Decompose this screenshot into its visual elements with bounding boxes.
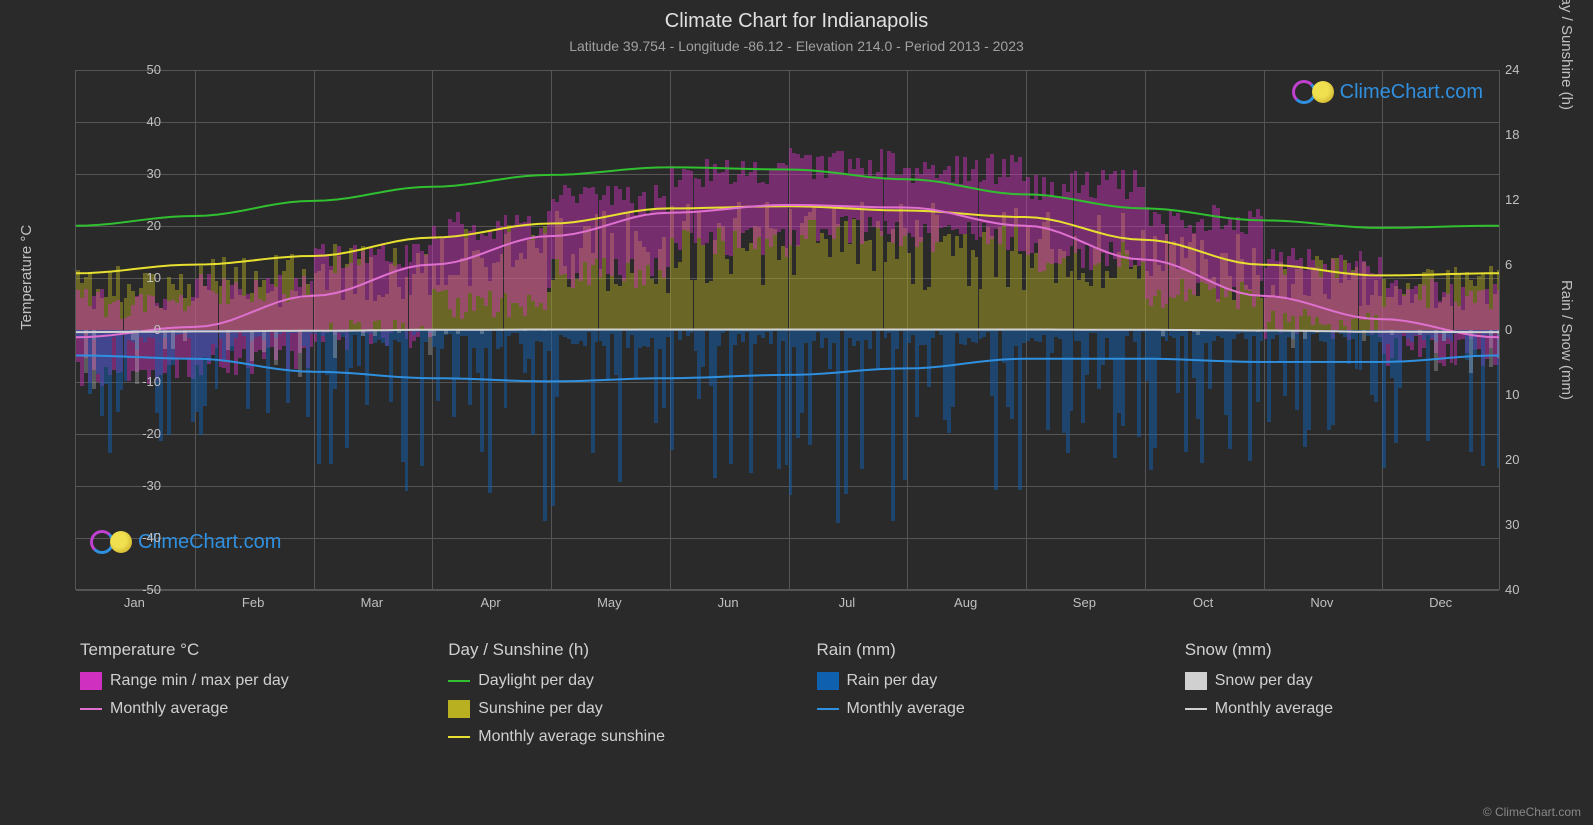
legend-line-icon xyxy=(817,708,839,710)
line-rain-avg xyxy=(76,355,1499,381)
plot-area xyxy=(75,70,1500,590)
ytick-right-mm: 30 xyxy=(1505,517,1519,532)
legend-title: Temperature °C xyxy=(80,640,408,660)
ytick-left: 0 xyxy=(121,322,161,337)
ytick-left: -20 xyxy=(121,426,161,441)
ytick-left: -10 xyxy=(121,374,161,389)
legend-swatch-icon xyxy=(448,700,470,718)
copyright-text: © ClimeChart.com xyxy=(1483,805,1581,819)
legend-label: Rain per day xyxy=(847,672,938,690)
legend-column: Rain (mm) Rain per day Monthly average xyxy=(817,640,1145,756)
y-right-upper-axis-label: Day / Sunshine (h) xyxy=(1558,0,1575,110)
legend-item: Rain per day xyxy=(817,672,1145,690)
ytick-right-mm: 40 xyxy=(1505,582,1519,597)
legend-swatch-icon xyxy=(1185,672,1207,690)
legend-label: Daylight per day xyxy=(478,672,594,690)
ytick-right-mm: 20 xyxy=(1505,452,1519,467)
xtick-month: Jun xyxy=(703,595,753,610)
legend-label: Sunshine per day xyxy=(478,700,603,718)
legend-label: Monthly average xyxy=(110,700,228,718)
grid-h xyxy=(76,590,1499,591)
legend-label: Monthly average sunshine xyxy=(478,728,665,746)
legend-label: Snow per day xyxy=(1215,672,1313,690)
watermark-text: ClimeChart.com xyxy=(1340,81,1483,104)
xtick-month: May xyxy=(584,595,634,610)
logo-sun-icon xyxy=(1312,81,1334,103)
watermark-logo: ClimeChart.com xyxy=(90,530,281,554)
ytick-left: 50 xyxy=(121,62,161,77)
lines-svg xyxy=(76,70,1499,589)
xtick-month: Oct xyxy=(1178,595,1228,610)
ytick-left: 20 xyxy=(121,218,161,233)
legend-item: Daylight per day xyxy=(448,672,776,690)
xtick-month: Mar xyxy=(347,595,397,610)
legend-item: Monthly average xyxy=(80,700,408,718)
ytick-left: 30 xyxy=(121,166,161,181)
xtick-month: Nov xyxy=(1297,595,1347,610)
legend-label: Monthly average xyxy=(1215,700,1333,718)
legend-title: Day / Sunshine (h) xyxy=(448,640,776,660)
line-daylight xyxy=(76,167,1499,228)
legend-swatch-icon xyxy=(80,672,102,690)
ytick-left: 10 xyxy=(121,270,161,285)
xtick-month: Aug xyxy=(941,595,991,610)
legend-swatch-icon xyxy=(817,672,839,690)
xtick-month: Apr xyxy=(466,595,516,610)
ytick-right-hours: 12 xyxy=(1505,192,1519,207)
ytick-right-mm: 10 xyxy=(1505,387,1519,402)
legend-container: Temperature °C Range min / max per day Mon… xyxy=(80,640,1513,756)
legend-line-icon xyxy=(448,680,470,682)
chart-title: Climate Chart for Indianapolis xyxy=(0,0,1593,33)
legend-label: Range min / max per day xyxy=(110,672,289,690)
xtick-month: Jul xyxy=(822,595,872,610)
legend-line-icon xyxy=(1185,708,1207,710)
ytick-left: -30 xyxy=(121,478,161,493)
ytick-right-hours: 18 xyxy=(1505,127,1519,142)
legend-item: Monthly average xyxy=(817,700,1145,718)
y-left-axis-label: Temperature °C xyxy=(18,225,35,330)
line-snow-avg xyxy=(76,330,1499,333)
chart-subtitle: Latitude 39.754 - Longitude -86.12 - Ele… xyxy=(0,33,1593,54)
legend-column: Temperature °C Range min / max per day Mon… xyxy=(80,640,408,756)
legend-item: Monthly average sunshine xyxy=(448,728,776,746)
ytick-left: 40 xyxy=(121,114,161,129)
legend-line-icon xyxy=(80,708,102,710)
legend-line-icon xyxy=(448,736,470,738)
ytick-right-hours: 6 xyxy=(1505,257,1512,272)
legend-title: Snow (mm) xyxy=(1185,640,1513,660)
legend-title: Rain (mm) xyxy=(817,640,1145,660)
ytick-right-hours: 24 xyxy=(1505,62,1519,77)
ytick-left: -40 xyxy=(121,530,161,545)
legend-item: Monthly average xyxy=(1185,700,1513,718)
line-sunshine-avg xyxy=(76,206,1499,275)
legend-item: Range min / max per day xyxy=(80,672,408,690)
legend-column: Day / Sunshine (h) Daylight per day Sunshi… xyxy=(448,640,776,756)
legend-item: Snow per day xyxy=(1185,672,1513,690)
xtick-month: Sep xyxy=(1059,595,1109,610)
xtick-month: Dec xyxy=(1416,595,1466,610)
ytick-right-hours: 0 xyxy=(1505,322,1512,337)
legend-item: Sunshine per day xyxy=(448,700,776,718)
watermark-logo: ClimeChart.com xyxy=(1292,80,1483,104)
xtick-month: Feb xyxy=(228,595,278,610)
y-right-lower-axis-label: Rain / Snow (mm) xyxy=(1558,280,1575,400)
legend-column: Snow (mm) Snow per day Monthly average xyxy=(1185,640,1513,756)
line-temp-avg xyxy=(76,205,1499,337)
legend-label: Monthly average xyxy=(847,700,965,718)
xtick-month: Jan xyxy=(109,595,159,610)
